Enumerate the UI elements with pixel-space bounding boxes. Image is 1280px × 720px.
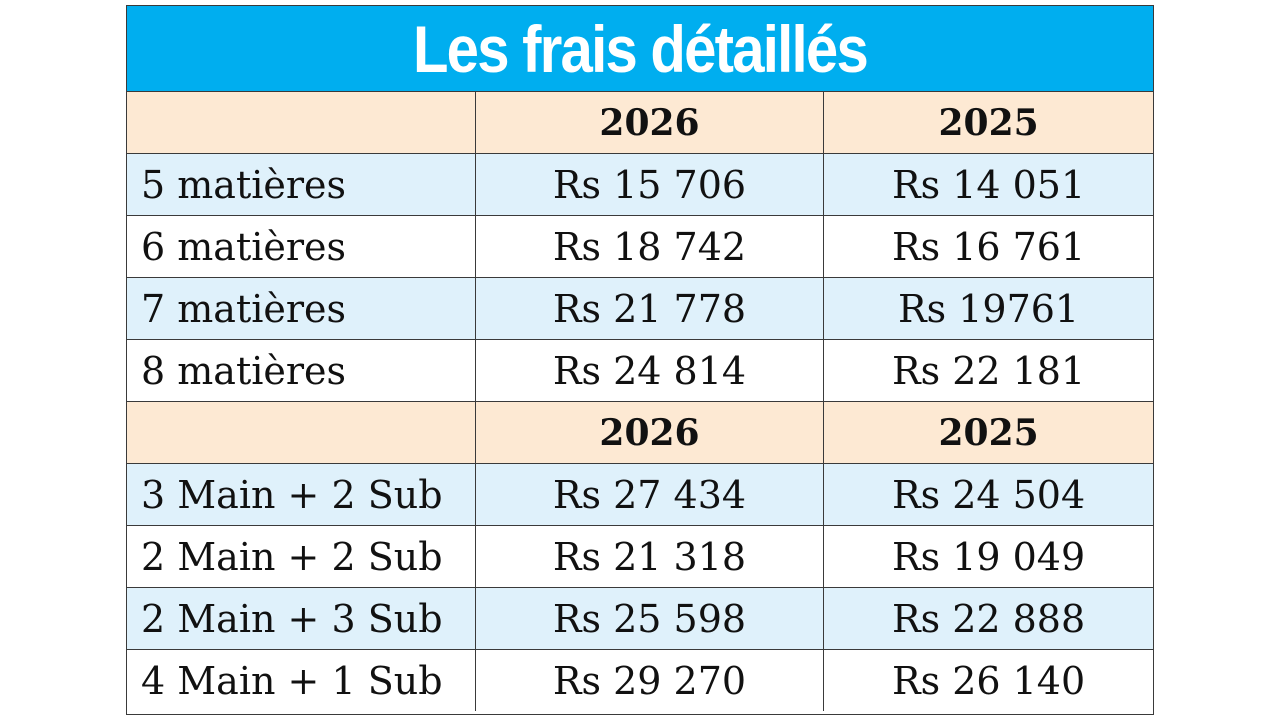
header-cell-empty: [127, 401, 476, 464]
fee-2025: Rs 24 504: [823, 463, 1153, 526]
fee-2026: Rs 18 742: [474, 215, 825, 278]
row-label: 7 matières: [127, 277, 476, 340]
fee-2026: Rs 27 434: [474, 463, 825, 526]
header-row-section1: 2026 2025: [127, 92, 1153, 154]
row-label: 6 matières: [127, 215, 476, 278]
fee-2026: Rs 15 706: [474, 153, 825, 216]
table-row: 2 Main + 2 Sub Rs 21 318 Rs 19 049: [127, 525, 1153, 588]
table-row: 2 Main + 3 Sub Rs 25 598 Rs 22 888: [127, 587, 1153, 650]
table-row: 7 matières Rs 21 778 Rs 19761: [127, 277, 1153, 340]
fees-table: 2026 2025 5 matières Rs 15 706 Rs 14 051…: [127, 92, 1153, 711]
row-label: 2 Main + 2 Sub: [127, 525, 476, 588]
fee-2026: Rs 25 598: [474, 587, 825, 650]
table-row: 8 matières Rs 24 814 Rs 22 181: [127, 339, 1153, 402]
fee-2025: Rs 22 888: [823, 587, 1153, 650]
header-cell-2026: 2026: [474, 401, 825, 464]
fee-2025: Rs 19 049: [823, 525, 1153, 588]
table-row: 4 Main + 1 Sub Rs 29 270 Rs 26 140: [127, 649, 1153, 711]
row-label: 8 matières: [127, 339, 476, 402]
table-row: 6 matières Rs 18 742 Rs 16 761: [127, 215, 1153, 278]
fee-2026: Rs 29 270: [474, 649, 825, 711]
table-row: 3 Main + 2 Sub Rs 27 434 Rs 24 504: [127, 463, 1153, 526]
fee-2026: Rs 24 814: [474, 339, 825, 402]
header-cell-2026: 2026: [474, 92, 825, 154]
fee-2026: Rs 21 778: [474, 277, 825, 340]
fee-2025: Rs 16 761: [823, 215, 1153, 278]
header-cell-2025: 2025: [823, 92, 1153, 154]
row-label: 4 Main + 1 Sub: [127, 649, 476, 711]
header-cell-2025: 2025: [823, 401, 1153, 464]
table-title: Les frais détaillés: [412, 11, 869, 86]
fees-table-card: Les frais détaillés 2026 2025 5 matières…: [126, 5, 1154, 715]
fee-2026: Rs 21 318: [474, 525, 825, 588]
row-label: 2 Main + 3 Sub: [127, 587, 476, 650]
fee-2025: Rs 26 140: [823, 649, 1153, 711]
row-label: 5 matières: [127, 153, 476, 216]
table-row: 5 matières Rs 15 706 Rs 14 051: [127, 153, 1153, 216]
fee-2025: Rs 22 181: [823, 339, 1153, 402]
header-row-section2: 2026 2025: [127, 401, 1153, 464]
fee-2025: Rs 19761: [823, 277, 1153, 340]
fee-2025: Rs 14 051: [823, 153, 1153, 216]
header-cell-empty: [127, 92, 476, 154]
row-label: 3 Main + 2 Sub: [127, 463, 476, 526]
table-title-bar: Les frais détaillés: [127, 6, 1153, 92]
